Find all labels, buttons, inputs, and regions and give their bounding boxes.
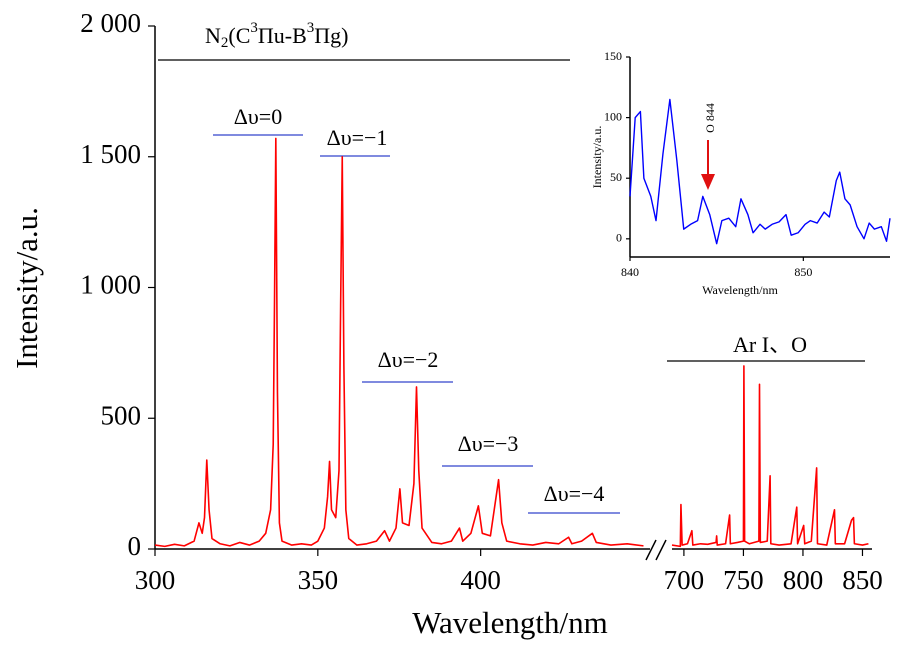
n2-part: Πu-B [258, 23, 307, 48]
band-underlines [213, 134, 620, 514]
n2-part: (C [228, 23, 250, 48]
spectrum-line [629, 98, 891, 245]
x-tick-label: 850 [842, 565, 883, 595]
x-tick-label: 840 [621, 265, 639, 279]
y-tick-label: 0 [128, 531, 142, 561]
y-tick-label: 1 000 [80, 270, 141, 300]
inset-y-label: Intensity/a.u. [590, 126, 604, 189]
x-tick-label: 800 [783, 565, 824, 595]
break-mark [645, 539, 657, 561]
break-mark [655, 539, 667, 561]
x-tick-label: 300 [135, 565, 176, 595]
band-label: Δυ=−4 [544, 481, 605, 506]
y-tick-label: 0 [616, 231, 622, 245]
band-label: Δυ=−1 [327, 125, 388, 150]
inset-annotation: O 844 [703, 103, 717, 133]
y-tick-label: 50 [610, 170, 622, 184]
inset-x-label: Wavelength/nm [702, 283, 778, 297]
x-tick-label: 400 [460, 565, 501, 595]
x-tick-label: 750 [723, 565, 764, 595]
n2-part: 3 [250, 20, 258, 36]
band-label: Δυ=−2 [378, 347, 439, 372]
x-tick-label: 700 [664, 565, 705, 595]
spectrum-line [671, 365, 869, 548]
arrow-head [701, 174, 715, 190]
y-axis-label: Intensity/a.u. [9, 207, 44, 369]
n2-annotation: N2(C3Πu-B3Πg) [205, 20, 349, 51]
n2-part: Πg) [314, 23, 348, 48]
spectrum-line [154, 137, 644, 548]
n2-part: N [205, 23, 221, 48]
axis-break [645, 539, 667, 561]
x-tick-label: 350 [298, 565, 339, 595]
x-axis-label: Wavelength/nm [412, 605, 608, 640]
band-label: Δυ=0 [234, 104, 282, 129]
y-tick-label: 2 000 [80, 8, 141, 38]
band-label: Δυ=−3 [458, 431, 519, 456]
y-tick-label: 150 [604, 49, 622, 63]
y-tick-label: 100 [604, 109, 622, 123]
n2-part: 2 [221, 35, 229, 51]
x-tick-label: 850 [794, 265, 812, 279]
y-tick-label: 500 [101, 400, 142, 430]
n2-part: 3 [307, 20, 315, 36]
y-tick-label: 1 500 [80, 139, 141, 169]
ar-annotation: Ar I、O [733, 332, 807, 357]
